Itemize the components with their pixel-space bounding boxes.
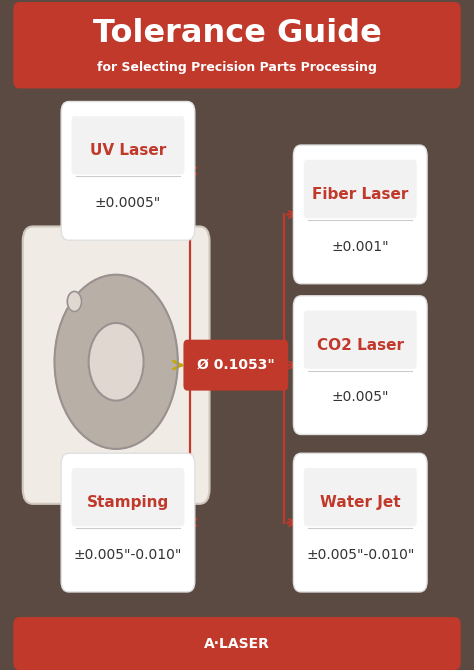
FancyBboxPatch shape (72, 117, 184, 175)
Text: Fiber Laser: Fiber Laser (312, 187, 409, 202)
FancyBboxPatch shape (304, 160, 417, 218)
FancyBboxPatch shape (23, 226, 210, 504)
FancyBboxPatch shape (293, 453, 427, 592)
Text: Ø 0.1053": Ø 0.1053" (197, 358, 274, 372)
FancyBboxPatch shape (61, 102, 195, 241)
FancyBboxPatch shape (72, 468, 184, 527)
FancyBboxPatch shape (293, 296, 427, 434)
Text: Tolerance Guide: Tolerance Guide (92, 18, 382, 49)
FancyBboxPatch shape (13, 617, 461, 670)
Text: for Selecting Precision Parts Processing: for Selecting Precision Parts Processing (97, 60, 377, 74)
Text: Stamping: Stamping (87, 495, 169, 510)
Text: ±0.005"-0.010": ±0.005"-0.010" (306, 548, 414, 561)
FancyBboxPatch shape (183, 340, 288, 391)
Text: UV Laser: UV Laser (90, 143, 166, 158)
FancyBboxPatch shape (304, 311, 417, 368)
FancyBboxPatch shape (293, 145, 427, 284)
Text: ±0.005": ±0.005" (331, 391, 389, 404)
FancyBboxPatch shape (304, 468, 417, 527)
Text: CO2 Laser: CO2 Laser (317, 338, 404, 352)
Text: Water Jet: Water Jet (320, 495, 401, 510)
Circle shape (67, 291, 82, 312)
Text: A·LASER: A·LASER (204, 637, 270, 651)
Circle shape (55, 275, 178, 449)
Text: ±0.001": ±0.001" (331, 240, 389, 253)
Text: ±0.005"-0.010": ±0.005"-0.010" (74, 548, 182, 561)
FancyBboxPatch shape (61, 453, 195, 592)
Circle shape (89, 323, 144, 401)
Text: ±0.0005": ±0.0005" (95, 196, 161, 210)
FancyBboxPatch shape (13, 2, 461, 88)
